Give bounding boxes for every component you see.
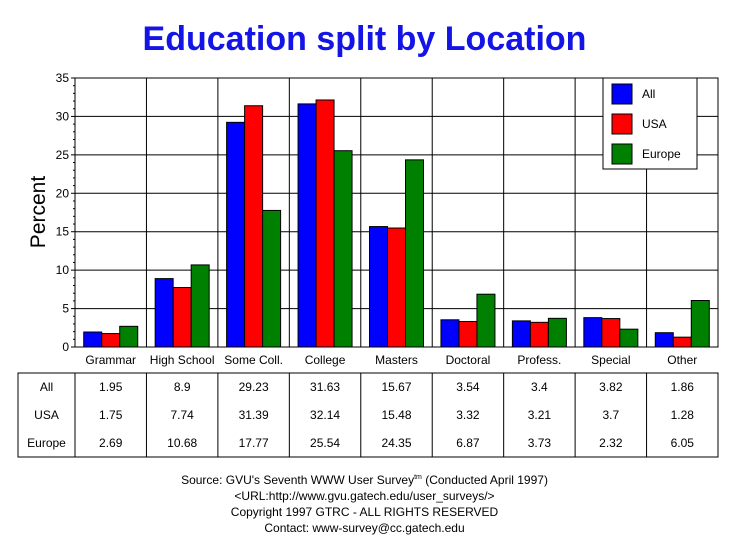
bar-europe (190, 264, 210, 348)
copyright: Copyright 1997 GTRC - ALL RIGHTS RESERVE… (230, 505, 499, 519)
table-cell: 3.32 (456, 408, 480, 422)
category-label: High School (150, 353, 215, 367)
y-tick-label: 35 (56, 71, 70, 85)
y-tick-label: 15 (56, 225, 70, 239)
category-label: Masters (375, 353, 418, 367)
legend-label-all: All (642, 87, 655, 101)
bars (83, 99, 710, 348)
table-cell: 15.67 (381, 380, 411, 394)
table-cell: 3.82 (599, 380, 623, 394)
table-cell: 31.39 (239, 408, 269, 422)
bar-all (83, 331, 103, 348)
table-border (17, 372, 719, 458)
bar-europe (690, 300, 710, 348)
bar-usa (601, 318, 621, 348)
category-label: Grammar (85, 353, 136, 367)
table-cell: 15.48 (381, 408, 411, 422)
table-cell: 2.32 (599, 436, 623, 450)
legend-swatch-europe (611, 143, 633, 165)
legend-label-europe: Europe (642, 147, 681, 161)
contact: Contact: www-survey@cc.gatech.edu (264, 521, 465, 535)
source-line: Source: GVU's Seventh WWW User Surveytm … (0, 470, 729, 488)
table-cell: 2.69 (99, 436, 123, 450)
table-cell: 25.54 (310, 436, 340, 450)
category-label: College (305, 353, 346, 367)
bar-all (583, 317, 603, 348)
category-label: Other (667, 353, 697, 367)
y-axis-ticks: 0 5 10 15 20 25 30 35 (56, 71, 75, 354)
table-cell: 1.28 (671, 408, 695, 422)
table-cell: 6.05 (671, 436, 695, 450)
chart-title: Education split by Location (142, 20, 587, 58)
table-cell: 6.87 (456, 436, 480, 450)
table-cell: 3.54 (456, 380, 480, 394)
bar-usa (244, 105, 264, 348)
y-tick-label: 5 (62, 302, 69, 316)
legend-swatch-all (611, 83, 633, 105)
source-date: (Conducted April 1997) (421, 473, 548, 487)
bar-europe (547, 317, 567, 348)
legend-label-usa: USA (642, 117, 667, 131)
bar-europe (262, 209, 282, 348)
bar-usa (672, 336, 692, 348)
table-cell: 3.4 (531, 380, 548, 394)
data-table: All 1.95 8.9 29.23 31.63 15.67 3.54 3.4 3.82 1.86… (17, 372, 719, 458)
table-cell: 7.74 (170, 408, 194, 422)
bar-usa (458, 320, 478, 348)
bar-all (440, 319, 460, 348)
legend: All USA Europe (602, 77, 698, 170)
table-cell: 10.68 (167, 436, 197, 450)
table-cell: 1.86 (671, 380, 695, 394)
bar-usa (172, 287, 192, 348)
table-cell: 3.7 (602, 408, 619, 422)
table-cell: 1.75 (99, 408, 123, 422)
legend-swatch-usa (611, 113, 633, 135)
table-row-label: USA (34, 408, 59, 422)
y-tick-label: 0 (62, 340, 69, 354)
x-axis-categories: Grammar High School Some Coll. College Maste… (85, 353, 697, 367)
bar-europe (619, 328, 639, 348)
source-text: Source: GVU's Seventh WWW User Survey (181, 473, 415, 487)
bar-usa (315, 99, 335, 348)
bar-usa (387, 227, 406, 348)
y-axis-label: Percent (27, 176, 50, 249)
bar-all (226, 121, 246, 348)
bar-europe (405, 159, 424, 348)
category-label: Doctoral (446, 353, 491, 367)
bar-all (369, 226, 388, 348)
bar-all (654, 332, 674, 348)
y-tick-label: 30 (56, 109, 70, 123)
bar-all (154, 278, 174, 348)
table-cell: 17.77 (239, 436, 269, 450)
gridlines (75, 77, 718, 348)
table-row-label: All (40, 380, 53, 394)
y-tick-label: 10 (56, 263, 70, 277)
y-tick-label: 20 (56, 186, 70, 200)
table-cell: 24.35 (381, 436, 411, 450)
bar-all (297, 103, 317, 348)
category-label: Special (591, 353, 630, 367)
y-tick-label: 25 (56, 148, 70, 162)
bar-usa (101, 333, 121, 348)
survey-url: <URL:http://www.gvu.gatech.edu/user_surv… (234, 489, 495, 503)
bar-europe (119, 325, 139, 348)
category-label: Profess. (517, 353, 561, 367)
footer: Source: GVU's Seventh WWW User Surveytm … (0, 470, 729, 536)
table-cell: 3.73 (528, 436, 552, 450)
table-cell: 8.9 (174, 380, 191, 394)
table-cell: 3.21 (528, 408, 552, 422)
bar-europe (476, 293, 496, 348)
trademark: tm (414, 474, 422, 481)
table-cell: 1.95 (99, 380, 123, 394)
table-cell: 29.23 (239, 380, 269, 394)
bar-all (511, 320, 531, 348)
category-label: Some Coll. (224, 353, 283, 367)
table-cell: 32.14 (310, 408, 340, 422)
bar-usa (529, 321, 549, 348)
bar-europe (333, 150, 353, 348)
table-row-label: Europe (27, 436, 66, 450)
table-cell: 31.63 (310, 380, 340, 394)
